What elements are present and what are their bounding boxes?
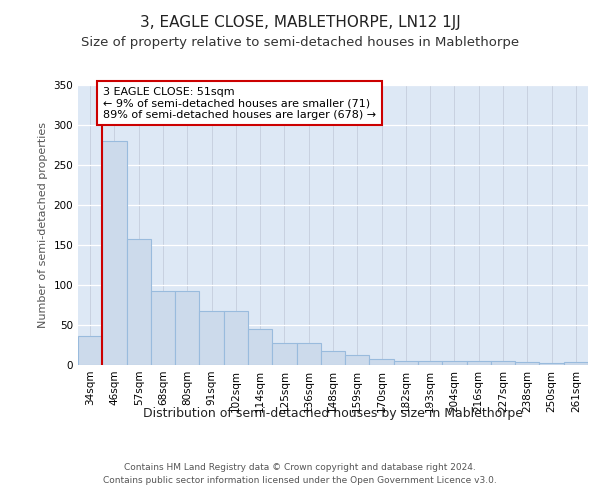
- Bar: [78, 336, 102, 365]
- Bar: [321, 350, 345, 365]
- Bar: [515, 362, 539, 365]
- Text: Size of property relative to semi-detached houses in Mablethorpe: Size of property relative to semi-detach…: [81, 36, 519, 49]
- Bar: [296, 344, 321, 365]
- Bar: [394, 361, 418, 365]
- Bar: [248, 329, 272, 365]
- Bar: [102, 141, 127, 365]
- Bar: [151, 290, 175, 365]
- Bar: [345, 356, 370, 365]
- Bar: [175, 290, 199, 365]
- Bar: [564, 362, 588, 365]
- Text: Contains HM Land Registry data © Crown copyright and database right 2024.: Contains HM Land Registry data © Crown c…: [124, 462, 476, 471]
- Text: Distribution of semi-detached houses by size in Mablethorpe: Distribution of semi-detached houses by …: [143, 408, 523, 420]
- Y-axis label: Number of semi-detached properties: Number of semi-detached properties: [38, 122, 48, 328]
- Text: Contains public sector information licensed under the Open Government Licence v3: Contains public sector information licen…: [103, 476, 497, 485]
- Bar: [127, 238, 151, 365]
- Bar: [418, 361, 442, 365]
- Bar: [539, 362, 564, 365]
- Bar: [370, 360, 394, 365]
- Bar: [491, 361, 515, 365]
- Text: 3, EAGLE CLOSE, MABLETHORPE, LN12 1JJ: 3, EAGLE CLOSE, MABLETHORPE, LN12 1JJ: [140, 15, 460, 30]
- Bar: [199, 310, 224, 365]
- Bar: [272, 344, 296, 365]
- Bar: [467, 361, 491, 365]
- Text: 3 EAGLE CLOSE: 51sqm
← 9% of semi-detached houses are smaller (71)
89% of semi-d: 3 EAGLE CLOSE: 51sqm ← 9% of semi-detach…: [103, 86, 376, 120]
- Bar: [442, 361, 467, 365]
- Bar: [224, 310, 248, 365]
